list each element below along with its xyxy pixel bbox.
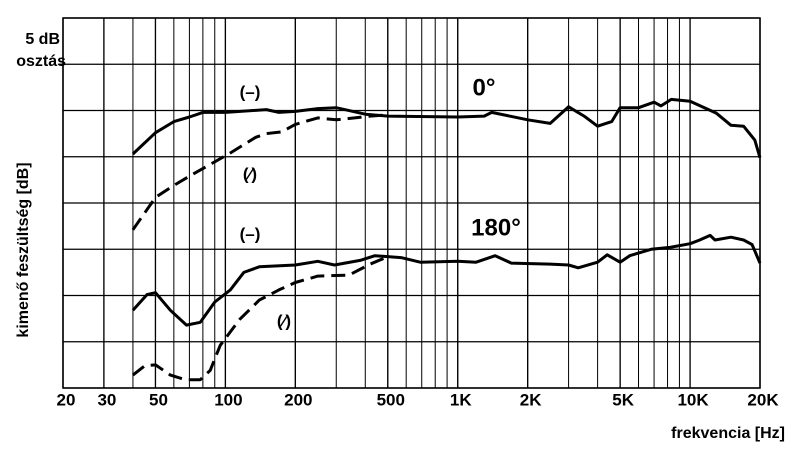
- annotation: 180°: [471, 214, 521, 241]
- x-tick-label: 200: [284, 390, 312, 409]
- x-axis-label: frekvencia [Hz]: [671, 425, 785, 442]
- x-tick-label: 5K: [612, 390, 634, 409]
- x-tick-label: 500: [377, 390, 405, 409]
- series-line: [131, 256, 387, 382]
- series-line: [131, 233, 762, 327]
- x-tick-label: 30: [97, 390, 116, 409]
- x-tick-label: 2K: [520, 390, 542, 409]
- annotation: 0°: [473, 74, 496, 101]
- annotation: (⁄): [277, 311, 291, 330]
- x-tick-label: 100: [214, 390, 242, 409]
- scale-note: osztás: [16, 53, 66, 70]
- x-tick-label: 20K: [747, 390, 779, 409]
- x-tick-label: 10K: [677, 390, 709, 409]
- plot-frame: [62, 17, 761, 389]
- annotation: (⁄): [243, 164, 257, 183]
- annotation: (–): [240, 224, 261, 243]
- y-axis-label: kimenő feszültség [dB]: [15, 162, 32, 337]
- x-tick-label: 20: [57, 390, 76, 409]
- x-tick-label: 50: [149, 390, 168, 409]
- annotation: (–): [240, 82, 261, 101]
- scale-note: 5 dB: [25, 31, 60, 48]
- x-tick-label: 1K: [450, 390, 472, 409]
- series-line: [131, 113, 384, 231]
- series-line: [131, 97, 762, 159]
